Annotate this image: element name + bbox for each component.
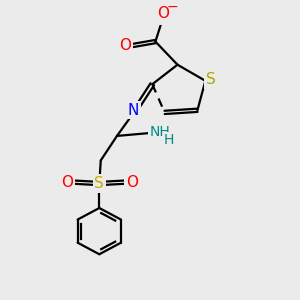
Text: NH: NH (149, 125, 170, 139)
Text: −: − (167, 0, 178, 14)
Text: S: S (94, 176, 104, 191)
Text: H: H (163, 133, 174, 147)
Text: N: N (128, 103, 139, 118)
Text: O: O (61, 175, 73, 190)
Text: O: O (126, 175, 138, 190)
Text: O: O (157, 6, 169, 21)
Text: S: S (206, 72, 216, 87)
Text: O: O (119, 38, 131, 53)
